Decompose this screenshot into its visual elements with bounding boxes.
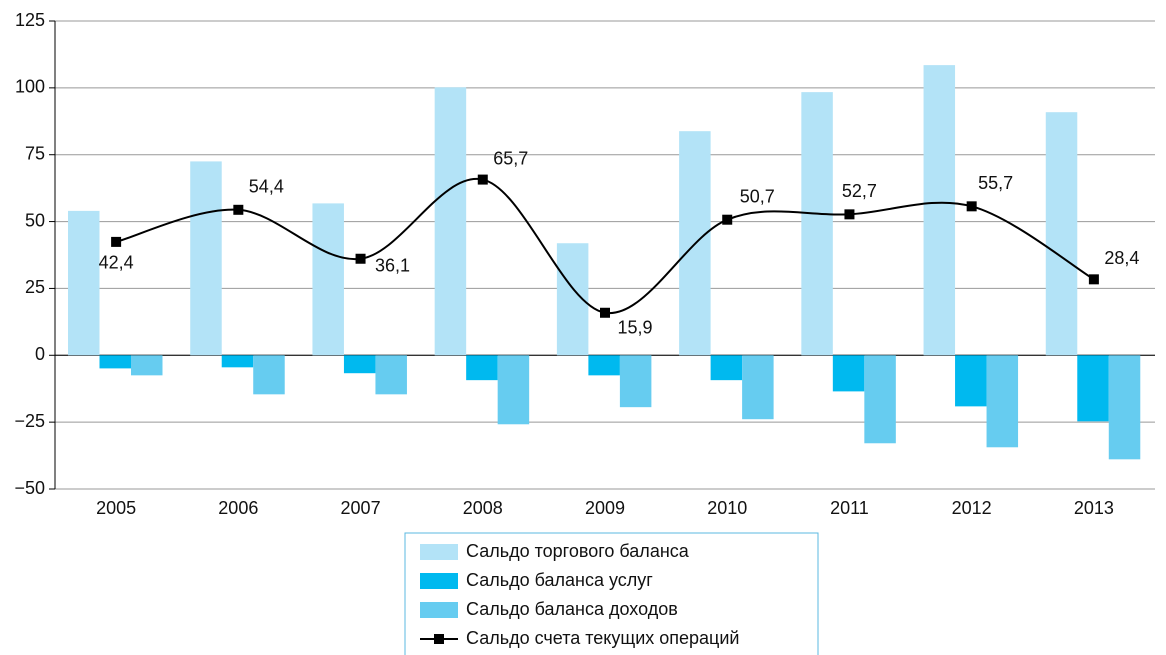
x-tick-label: 2012 <box>952 498 992 518</box>
legend-label: Сальдо торгового баланса <box>466 541 690 561</box>
y-tick-label: −50 <box>14 478 45 498</box>
line-marker <box>355 253 366 264</box>
line-marker <box>1088 274 1099 285</box>
bar <box>832 355 865 392</box>
x-tick-label: 2011 <box>830 498 869 518</box>
legend-box <box>404 532 819 655</box>
bar <box>619 355 652 408</box>
bar <box>375 355 407 395</box>
bar <box>312 203 344 356</box>
bar <box>99 355 131 369</box>
bar <box>710 355 743 381</box>
data-label: 65,7 <box>493 148 528 168</box>
bar <box>1045 112 1078 356</box>
data-label: 42,4 <box>99 253 134 273</box>
x-tick-label: 2013 <box>1074 498 1114 518</box>
y-tick-label: 25 <box>25 277 45 297</box>
bar <box>742 355 774 420</box>
bar <box>801 92 833 356</box>
legend-swatch <box>434 634 444 644</box>
x-tick-label: 2005 <box>96 498 136 518</box>
bar <box>190 161 222 356</box>
line-marker <box>966 201 977 212</box>
line-marker <box>600 307 610 318</box>
bar <box>253 355 285 395</box>
bar <box>986 355 1019 448</box>
y-tick-label: 100 <box>15 77 45 97</box>
line-marker <box>722 214 733 225</box>
line-marker <box>111 236 122 247</box>
y-tick-label: −25 <box>14 411 45 431</box>
data-label: 15,9 <box>617 318 652 338</box>
x-tick-label: 2007 <box>341 498 381 518</box>
legend-swatch <box>420 544 458 560</box>
data-label: 36,1 <box>375 255 410 275</box>
bar <box>1108 355 1141 460</box>
bar <box>497 355 530 425</box>
bar <box>923 65 956 356</box>
data-label: 28,4 <box>1104 248 1139 268</box>
data-label: 52,7 <box>842 181 877 201</box>
legend-swatch <box>420 573 458 589</box>
data-label: 55,7 <box>978 173 1013 193</box>
x-tick-label: 2008 <box>463 498 503 518</box>
bar <box>864 355 896 444</box>
legend-label: Сальдо баланса услуг <box>466 570 653 590</box>
line-marker <box>477 174 488 185</box>
bar <box>466 355 498 381</box>
line-marker <box>844 209 855 220</box>
legend-swatch <box>420 602 458 618</box>
bar <box>588 355 620 376</box>
bar <box>131 355 163 376</box>
data-label: 50,7 <box>740 186 775 206</box>
bar <box>343 355 376 374</box>
x-tick-label: 2010 <box>707 498 747 518</box>
y-tick-label: 0 <box>35 344 45 364</box>
y-tick-label: 75 <box>25 143 45 163</box>
legend-label: Сальдо счета текущих операций <box>466 628 739 648</box>
y-tick-label: 50 <box>25 210 45 230</box>
legend-label: Сальдо баланса доходов <box>466 599 678 619</box>
y-tick-label: 125 <box>15 10 45 30</box>
line-marker <box>233 204 244 215</box>
data-label: 54,4 <box>249 177 284 197</box>
bar <box>955 355 987 407</box>
bar <box>68 210 100 356</box>
x-tick-label: 2009 <box>585 498 625 518</box>
bar <box>221 355 254 368</box>
bar <box>1077 355 1109 422</box>
x-tick-label: 2006 <box>218 498 258 518</box>
bar <box>434 87 467 356</box>
